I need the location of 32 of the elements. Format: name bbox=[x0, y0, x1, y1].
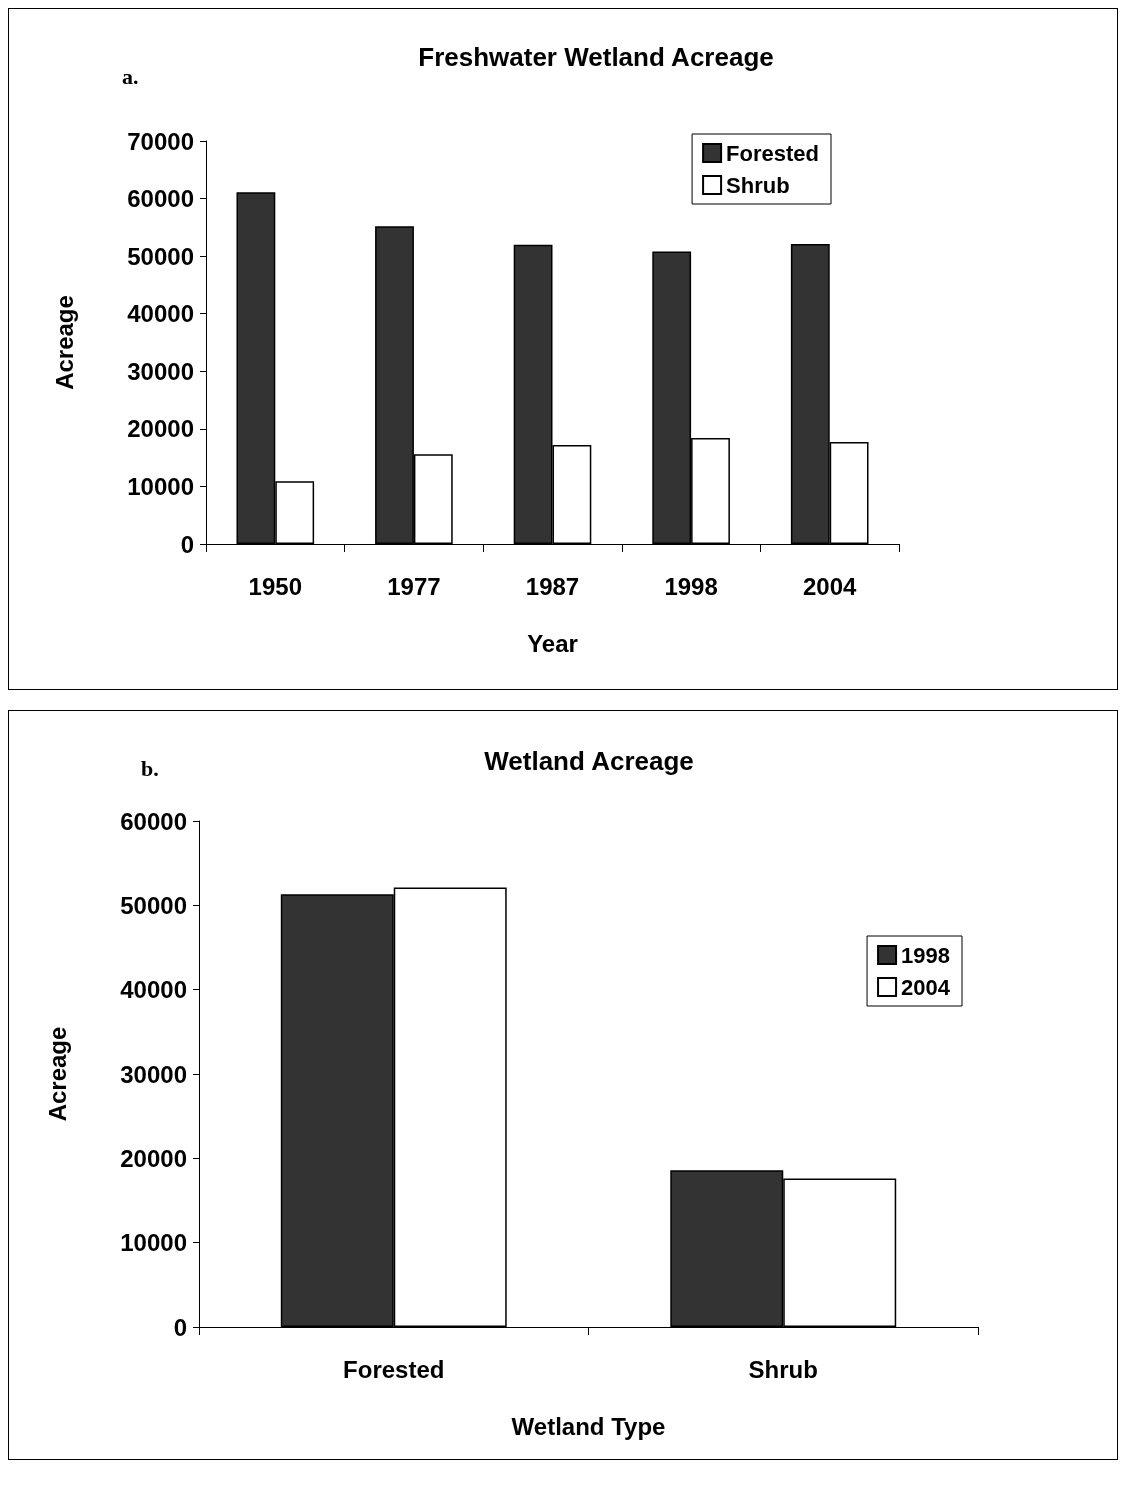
y-tick-label: 50000 bbox=[120, 891, 187, 919]
y-tick-label: 70000 bbox=[127, 127, 194, 155]
y-tick-label: 40000 bbox=[120, 976, 187, 1004]
text: a. bbox=[122, 63, 139, 89]
y-tick-label: 0 bbox=[173, 1313, 187, 1341]
y-tick-label: 60000 bbox=[127, 185, 194, 213]
y-axis-title: Acreage bbox=[50, 295, 78, 390]
y-tick-label: 20000 bbox=[120, 1144, 187, 1172]
x-tick-label: 1998 bbox=[664, 572, 718, 600]
y-tick-label: 40000 bbox=[127, 300, 194, 328]
y-tick-label: 30000 bbox=[127, 357, 194, 385]
chart-title: Freshwater Wetland Acreage bbox=[418, 42, 774, 72]
legend-label: 2004 bbox=[901, 974, 951, 1000]
y-tick-label: 10000 bbox=[120, 1229, 187, 1257]
y-tick-label: 10000 bbox=[127, 472, 194, 500]
text: b. bbox=[141, 755, 159, 781]
legend-label: Forested bbox=[726, 140, 820, 166]
legend-label: Shrub bbox=[726, 172, 790, 198]
x-tick-label: 2004 bbox=[803, 572, 858, 600]
x-tick-label: 1950 bbox=[248, 572, 302, 600]
y-tick-label: 0 bbox=[180, 530, 194, 558]
x-tick-label: 1977 bbox=[387, 572, 441, 600]
legend-label: 1998 bbox=[901, 942, 951, 968]
y-tick-label: 20000 bbox=[127, 415, 194, 443]
x-axis-title: Year bbox=[527, 629, 578, 657]
y-tick-label: 30000 bbox=[120, 1060, 187, 1088]
chart-title: Wetland Acreage bbox=[484, 746, 694, 776]
y-tick-label: 50000 bbox=[127, 242, 194, 270]
x-tick-label: 1987 bbox=[525, 572, 580, 600]
x-axis-title: Wetland Type bbox=[511, 1412, 666, 1440]
y-tick-label: 60000 bbox=[120, 807, 187, 835]
y-axis-title: Acreage bbox=[43, 1026, 71, 1122]
